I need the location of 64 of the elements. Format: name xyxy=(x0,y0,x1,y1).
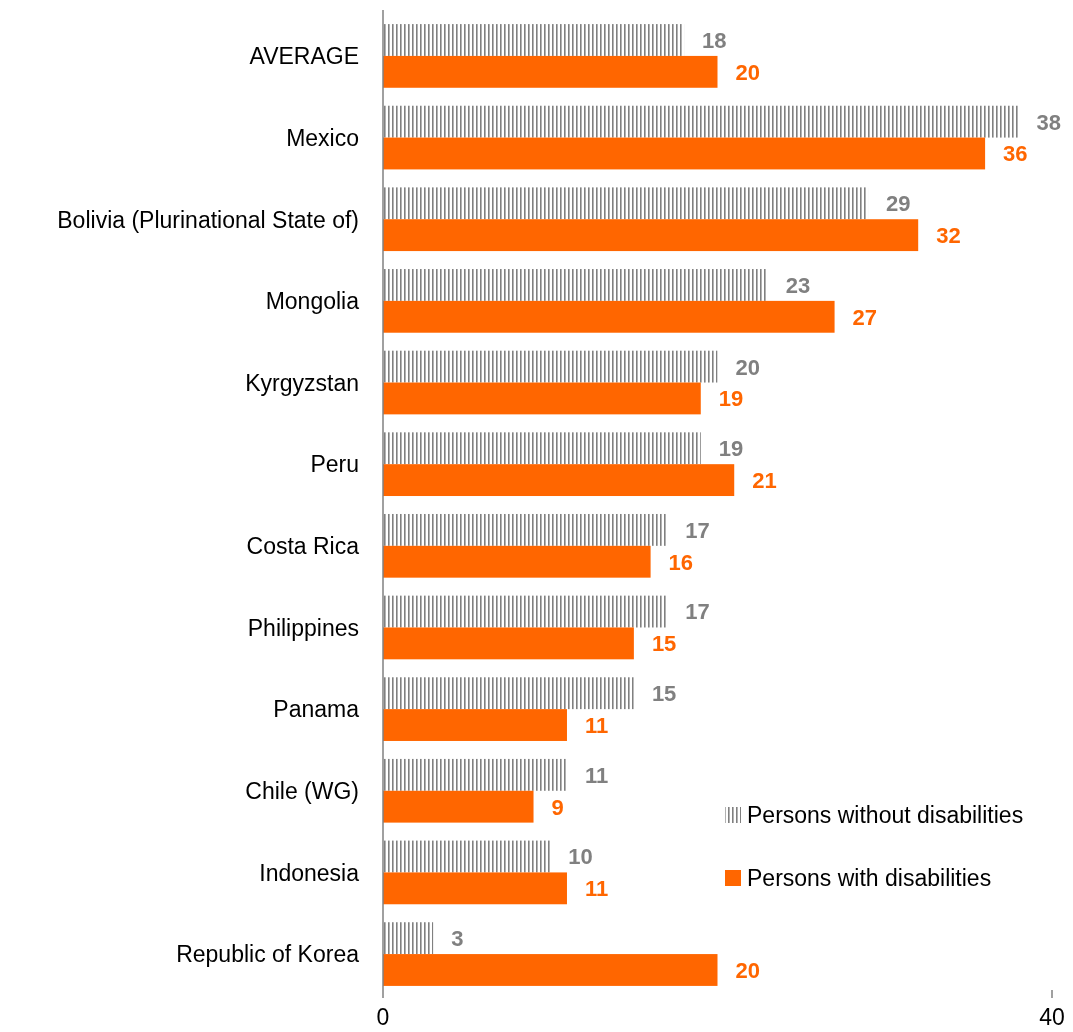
bar xyxy=(383,137,986,170)
y-tick-label: Republic of Korea xyxy=(176,941,360,968)
bar xyxy=(383,513,668,546)
bar xyxy=(383,55,718,88)
data-label: 29 xyxy=(886,191,911,217)
bar xyxy=(383,300,835,333)
data-label: 3 xyxy=(451,926,464,952)
bar xyxy=(383,432,701,465)
bar xyxy=(383,545,651,578)
data-label: 20 xyxy=(735,354,760,380)
bar xyxy=(383,790,534,823)
legend-label: Persons with disabilities xyxy=(747,865,992,892)
y-tick-label: Mexico xyxy=(286,124,359,151)
y-tick-label: Costa Rica xyxy=(246,533,360,560)
bar xyxy=(383,709,567,741)
data-label: 19 xyxy=(718,436,744,462)
y-tick-label: Kyrgyzstan xyxy=(245,369,359,396)
data-label: 21 xyxy=(752,468,777,494)
data-label: 9 xyxy=(551,794,564,820)
bar xyxy=(383,269,768,301)
data-label: 11 xyxy=(584,712,609,738)
bar xyxy=(383,105,1019,138)
data-label: 32 xyxy=(936,223,961,249)
data-label: 11 xyxy=(584,876,609,902)
bar xyxy=(383,350,718,383)
bar xyxy=(383,840,551,873)
data-label: 11 xyxy=(584,762,609,788)
data-label: 20 xyxy=(735,59,760,85)
bar xyxy=(383,464,735,497)
bar xyxy=(383,595,668,628)
bar xyxy=(383,872,567,905)
y-tick-label: Philippines xyxy=(247,614,359,641)
bar xyxy=(383,922,434,955)
bar xyxy=(383,219,919,252)
bar xyxy=(383,954,718,986)
data-label: 17 xyxy=(685,599,710,625)
y-tick-label: Indonesia xyxy=(259,859,360,886)
y-tick-label: Chile (WG) xyxy=(245,778,359,805)
bar xyxy=(383,382,701,415)
bar xyxy=(383,677,634,710)
data-label: 19 xyxy=(718,386,744,412)
bar xyxy=(383,627,634,660)
data-label: 15 xyxy=(651,631,677,657)
bar xyxy=(383,187,869,220)
data-label: 20 xyxy=(735,957,760,983)
data-label: 10 xyxy=(568,844,593,870)
data-label: 15 xyxy=(651,681,677,707)
y-tick-label: Peru xyxy=(310,451,359,478)
y-tick-label: Mongolia xyxy=(265,288,360,315)
data-label: 23 xyxy=(785,272,811,298)
data-label: 36 xyxy=(1003,141,1028,167)
data-label: 38 xyxy=(1036,109,1062,135)
data-label: 17 xyxy=(685,517,710,543)
data-label: 16 xyxy=(668,549,694,575)
data-label: 18 xyxy=(702,27,727,53)
bar xyxy=(383,24,685,56)
y-tick-label: Panama xyxy=(273,696,360,723)
x-tick-label: 40 xyxy=(1039,1004,1065,1030)
legend-label: Persons without disabilities xyxy=(747,802,1024,829)
bar xyxy=(383,758,567,791)
data-label: 27 xyxy=(852,304,878,330)
y-tick-label: AVERAGE xyxy=(249,43,359,70)
x-tick-label: 0 xyxy=(376,1004,390,1030)
y-tick-label: Bolivia (Plurinational State of) xyxy=(57,206,359,233)
